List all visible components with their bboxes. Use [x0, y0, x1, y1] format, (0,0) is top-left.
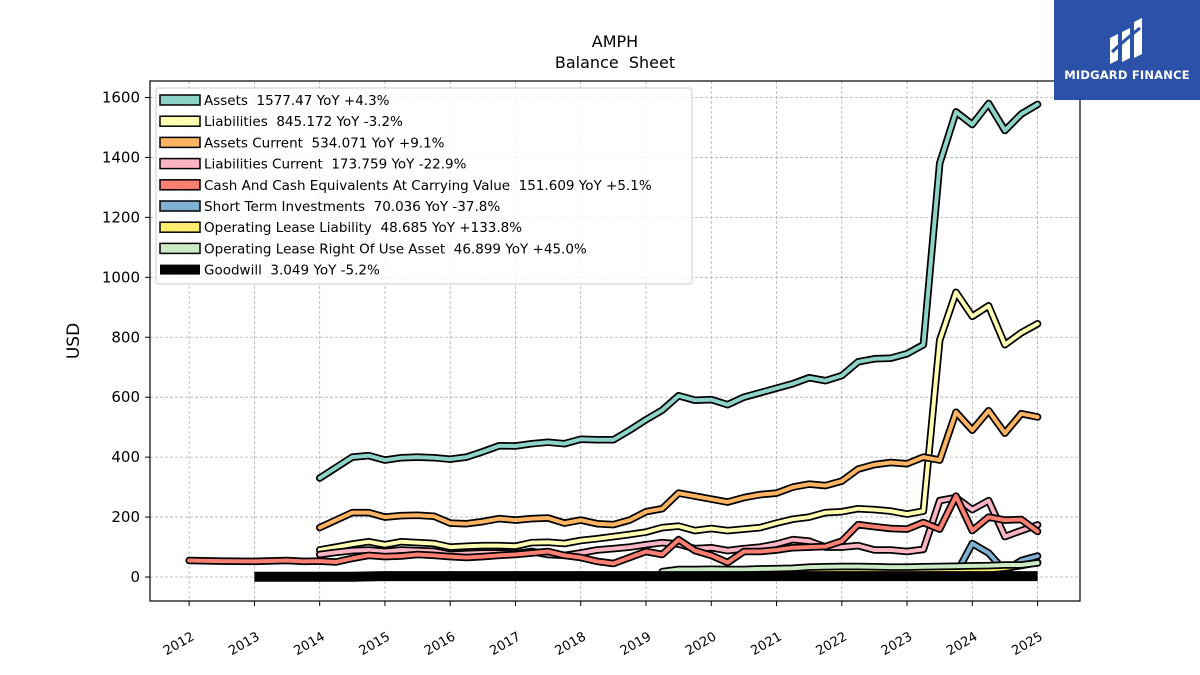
- legend-item: Liabilities Current 173.759 YoY -22.9%: [159, 157, 467, 173]
- plot-frame: [149, 80, 1081, 602]
- legend-label: Short Term Investments 70.036 YoY -37.8%: [204, 199, 500, 215]
- legend-item: Cash And Cash Equivalents At Carrying Va…: [159, 178, 652, 194]
- y-tick-label: 800: [111, 328, 140, 346]
- y-tick-label: 1000: [102, 268, 140, 286]
- legend-swatch: [159, 221, 201, 233]
- series-path: [660, 560, 1040, 574]
- series-outline: [315, 288, 1042, 554]
- legend-label: Assets Current 534.071 YoY +9.1%: [204, 135, 445, 151]
- series-line-2: [315, 406, 1042, 532]
- series-path: [317, 290, 1040, 552]
- series-line-8: [254, 571, 1038, 582]
- series-path: [187, 494, 1040, 566]
- y-axis-label: USD: [64, 323, 84, 359]
- x-tick-label: 2019: [618, 629, 654, 659]
- legend-box: [155, 87, 693, 285]
- legend-swatch: [159, 242, 201, 255]
- legend-swatch: [159, 136, 201, 149]
- chart-title: AMPH: [592, 32, 638, 51]
- legend-swatch: [159, 157, 201, 170]
- series-line-4: [185, 492, 1042, 568]
- legend-label: Cash And Cash Equivalents At Carrying Va…: [204, 178, 652, 194]
- x-tick-label: 2016: [422, 629, 458, 659]
- legend-swatch: [159, 179, 201, 191]
- legend-swatch: [159, 200, 201, 212]
- chart-subtitle: Balance Sheet: [555, 53, 675, 72]
- legend-label: Goodwill 3.049 YoY -5.2%: [204, 263, 380, 279]
- x-tick-label: 2012: [161, 629, 197, 659]
- x-tick-label: 2024: [944, 629, 980, 659]
- y-tick-label: 600: [111, 388, 140, 406]
- legend-label: Assets 1577.47 YoY +4.3%: [204, 93, 390, 109]
- x-tick-label: 2021: [748, 629, 784, 659]
- legend-label: Liabilities 845.172 YoY -3.2%: [204, 114, 403, 130]
- y-tick-label: 1400: [102, 148, 140, 166]
- legend-item: Short Term Investments 70.036 YoY -37.8%: [159, 199, 500, 215]
- series-line-1: [315, 288, 1042, 554]
- x-tick-label: 2025: [1009, 629, 1045, 659]
- x-tick-label: 2018: [553, 629, 589, 659]
- legend-item: Operating Lease Right Of Use Asset 46.89…: [159, 241, 587, 257]
- series-path: [317, 408, 1040, 530]
- legend-label: Operating Lease Right Of Use Asset 46.89…: [204, 241, 587, 257]
- y-tick-label: 400: [111, 448, 140, 466]
- chart-legend: Assets 1577.47 YoY +4.3% Liabilities 845.…: [155, 87, 693, 285]
- x-tick-label: 2013: [226, 629, 262, 659]
- midgard-finance-logo: MIDGARD FINANCE: [1054, 0, 1200, 100]
- legend-swatch: [159, 115, 201, 127]
- x-tick-label: 2017: [487, 629, 523, 659]
- legend-label: Operating Lease Liability 48.685 YoY +13…: [204, 220, 522, 236]
- legend-swatch: [160, 264, 200, 275]
- midgard-logo-mark-icon: [1110, 18, 1142, 64]
- legend-item: Goodwill 3.049 YoY -5.2%: [160, 263, 380, 279]
- logo-text: MIDGARD FINANCE: [1064, 68, 1190, 82]
- y-tick-label: 0: [130, 568, 140, 586]
- legend-item: Liabilities 845.172 YoY -3.2%: [159, 114, 403, 130]
- series-layer: [185, 99, 1042, 582]
- legend-item: Assets 1577.47 YoY +4.3%: [159, 93, 390, 109]
- series-line-7: [658, 559, 1042, 576]
- y-tick-label: 200: [111, 508, 140, 526]
- x-tick-label: 2023: [879, 629, 915, 659]
- legend-item: Assets Current 534.071 YoY +9.1%: [159, 135, 445, 151]
- y-tick-label: 1200: [102, 208, 140, 226]
- x-tick-label: 2020: [683, 629, 719, 659]
- legend-label: Liabilities Current 173.759 YoY -22.9%: [204, 157, 467, 173]
- series-path: [317, 101, 1040, 481]
- series-line-0: [315, 99, 1042, 482]
- series-path: [254, 571, 1038, 582]
- legend-swatch: [159, 94, 201, 106]
- y-tick-label: 1600: [102, 88, 140, 106]
- legend-item: Operating Lease Liability 48.685 YoY +13…: [159, 220, 522, 236]
- x-tick-label: 2015: [357, 629, 393, 659]
- x-tick-label: 2014: [292, 629, 328, 659]
- x-tick-label: 2022: [814, 629, 850, 659]
